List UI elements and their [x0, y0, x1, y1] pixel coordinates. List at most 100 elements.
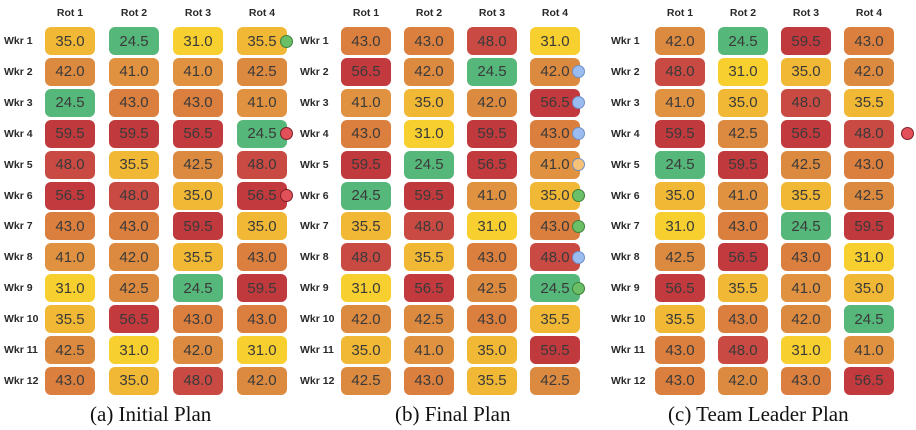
grid-cell: 43.0	[45, 366, 95, 395]
grid-cell: 43.0	[530, 119, 580, 148]
grid-cell: 35.0	[467, 336, 517, 364]
grid-cell: 59.5	[237, 274, 287, 303]
grid-cell: 42.5	[844, 181, 894, 210]
grid-cell: 41.0	[781, 274, 831, 303]
grid-cell: 35.0	[45, 27, 95, 55]
grid-cell: 48.0	[341, 243, 391, 272]
grid-cell: 35.5	[404, 243, 454, 272]
row-label: Wkr 9	[300, 282, 329, 295]
grid-cell: 43.0	[467, 305, 517, 334]
grid-cell: 42.0	[109, 243, 159, 272]
grid-cell: 42.0	[718, 366, 768, 395]
grid-cell: 59.5	[467, 119, 517, 148]
row-label: Wkr 2	[300, 65, 329, 78]
grid-cell: 42.0	[781, 305, 831, 334]
row-label: Wkr 2	[4, 65, 33, 78]
grid-cell: 48.0	[530, 243, 580, 272]
grid-cell: 42.0	[467, 88, 517, 117]
grid-cell: 42.0	[237, 366, 287, 395]
grid-cell: 59.5	[341, 150, 391, 179]
grid-cell: 31.0	[341, 274, 391, 303]
grid-cell: 24.5	[718, 27, 768, 55]
row-label: Wkr 11	[300, 344, 334, 356]
grid-cell: 56.5	[404, 274, 454, 303]
grid-cell: 43.0	[173, 88, 223, 117]
row-label: Wkr 4	[611, 127, 640, 140]
grid-cell: 56.5	[718, 243, 768, 272]
grid-cell: 59.5	[718, 150, 768, 179]
column-header: Rot 2	[120, 7, 148, 19]
grid-cell: 56.5	[467, 150, 517, 179]
status-marker-red	[280, 189, 293, 202]
row-label: Wkr 4	[4, 127, 33, 140]
row-label: Wkr 4	[300, 127, 329, 140]
grid-cell: 48.0	[404, 212, 454, 241]
column-header: Rot 4	[248, 7, 276, 19]
grid-cell: 24.5	[341, 181, 391, 210]
grid-cell: 42.0	[173, 336, 223, 364]
grid-cell: 31.0	[237, 336, 287, 364]
row-label: Wkr 12	[300, 374, 335, 387]
row-label: Wkr 6	[300, 189, 329, 202]
grid-cell: 42.5	[781, 150, 831, 179]
grid-cell: 35.5	[530, 305, 580, 334]
grid-cell: 41.0	[404, 336, 454, 364]
grid-cell: 43.0	[781, 366, 831, 395]
grid-cell: 48.0	[655, 57, 705, 86]
column-header: Rot 2	[415, 7, 443, 19]
grid-cell: 42.5	[467, 274, 517, 303]
grid-cell: 43.0	[844, 27, 894, 55]
column-header: Rot 3	[184, 7, 212, 19]
grid-cell: 31.0	[781, 336, 831, 364]
row-label: Wkr 3	[4, 96, 33, 109]
grid-cell: 43.0	[341, 119, 391, 148]
grid-cell: 43.0	[404, 27, 454, 55]
grid-cell: 48.0	[844, 119, 894, 148]
grid-cell: 35.0	[530, 181, 580, 210]
grid-cell: 43.0	[109, 88, 159, 117]
grid-cell: 59.5	[109, 119, 159, 148]
column-header: Rot 4	[541, 7, 569, 19]
row-label: Wkr 8	[611, 251, 640, 264]
status-marker-green	[572, 281, 585, 295]
grid-cell: 24.5	[404, 150, 454, 179]
status-marker-blue	[572, 127, 585, 141]
row-label: Wkr 6	[4, 189, 33, 202]
panel-caption: (b) Final Plan	[395, 402, 511, 426]
grid-cell: 43.0	[404, 366, 454, 395]
grid-cell: 31.0	[655, 212, 705, 241]
row-label: Wkr 11	[611, 344, 645, 356]
row-label: Wkr 1	[4, 35, 33, 47]
grid-cell: 43.0	[237, 305, 287, 334]
grid-cell: 42.5	[237, 57, 287, 86]
grid-cell: 43.0	[173, 305, 223, 334]
column-header: Rot 1	[666, 7, 694, 19]
grid-cell: 35.0	[173, 181, 223, 210]
status-marker-red	[280, 127, 293, 141]
grid-cell: 42.0	[341, 305, 391, 334]
grid-cell: 24.5	[45, 88, 95, 117]
grid-cell: 31.0	[173, 27, 223, 55]
row-label: Wkr 3	[611, 96, 640, 109]
row-label: Wkr 1	[300, 35, 329, 47]
grid-cell: 56.5	[655, 274, 705, 303]
row-label: Wkr 2	[611, 65, 640, 78]
row-label: Wkr 5	[611, 158, 640, 171]
column-header: Rot 1	[56, 7, 84, 19]
grid-cell: 31.0	[718, 57, 768, 86]
grid-cell: 43.0	[341, 27, 391, 55]
grid-cell: 41.0	[237, 88, 287, 117]
grid-cell: 41.0	[655, 88, 705, 117]
grid-cell: 31.0	[530, 27, 580, 55]
grid-cell: 42.5	[530, 366, 580, 395]
grid-cell: 35.0	[844, 274, 894, 303]
grid-cell: 41.0	[109, 57, 159, 86]
grid-cell: 42.0	[404, 57, 454, 86]
grid-cell: 24.5	[109, 27, 159, 55]
grid-cell: 48.0	[467, 27, 517, 55]
grid-cell: 31.0	[404, 119, 454, 148]
grid-cell: 43.0	[781, 243, 831, 272]
grid-cell: 24.5	[173, 274, 223, 303]
grid-cell: 35.0	[781, 57, 831, 86]
grid-cell: 31.0	[45, 274, 95, 303]
